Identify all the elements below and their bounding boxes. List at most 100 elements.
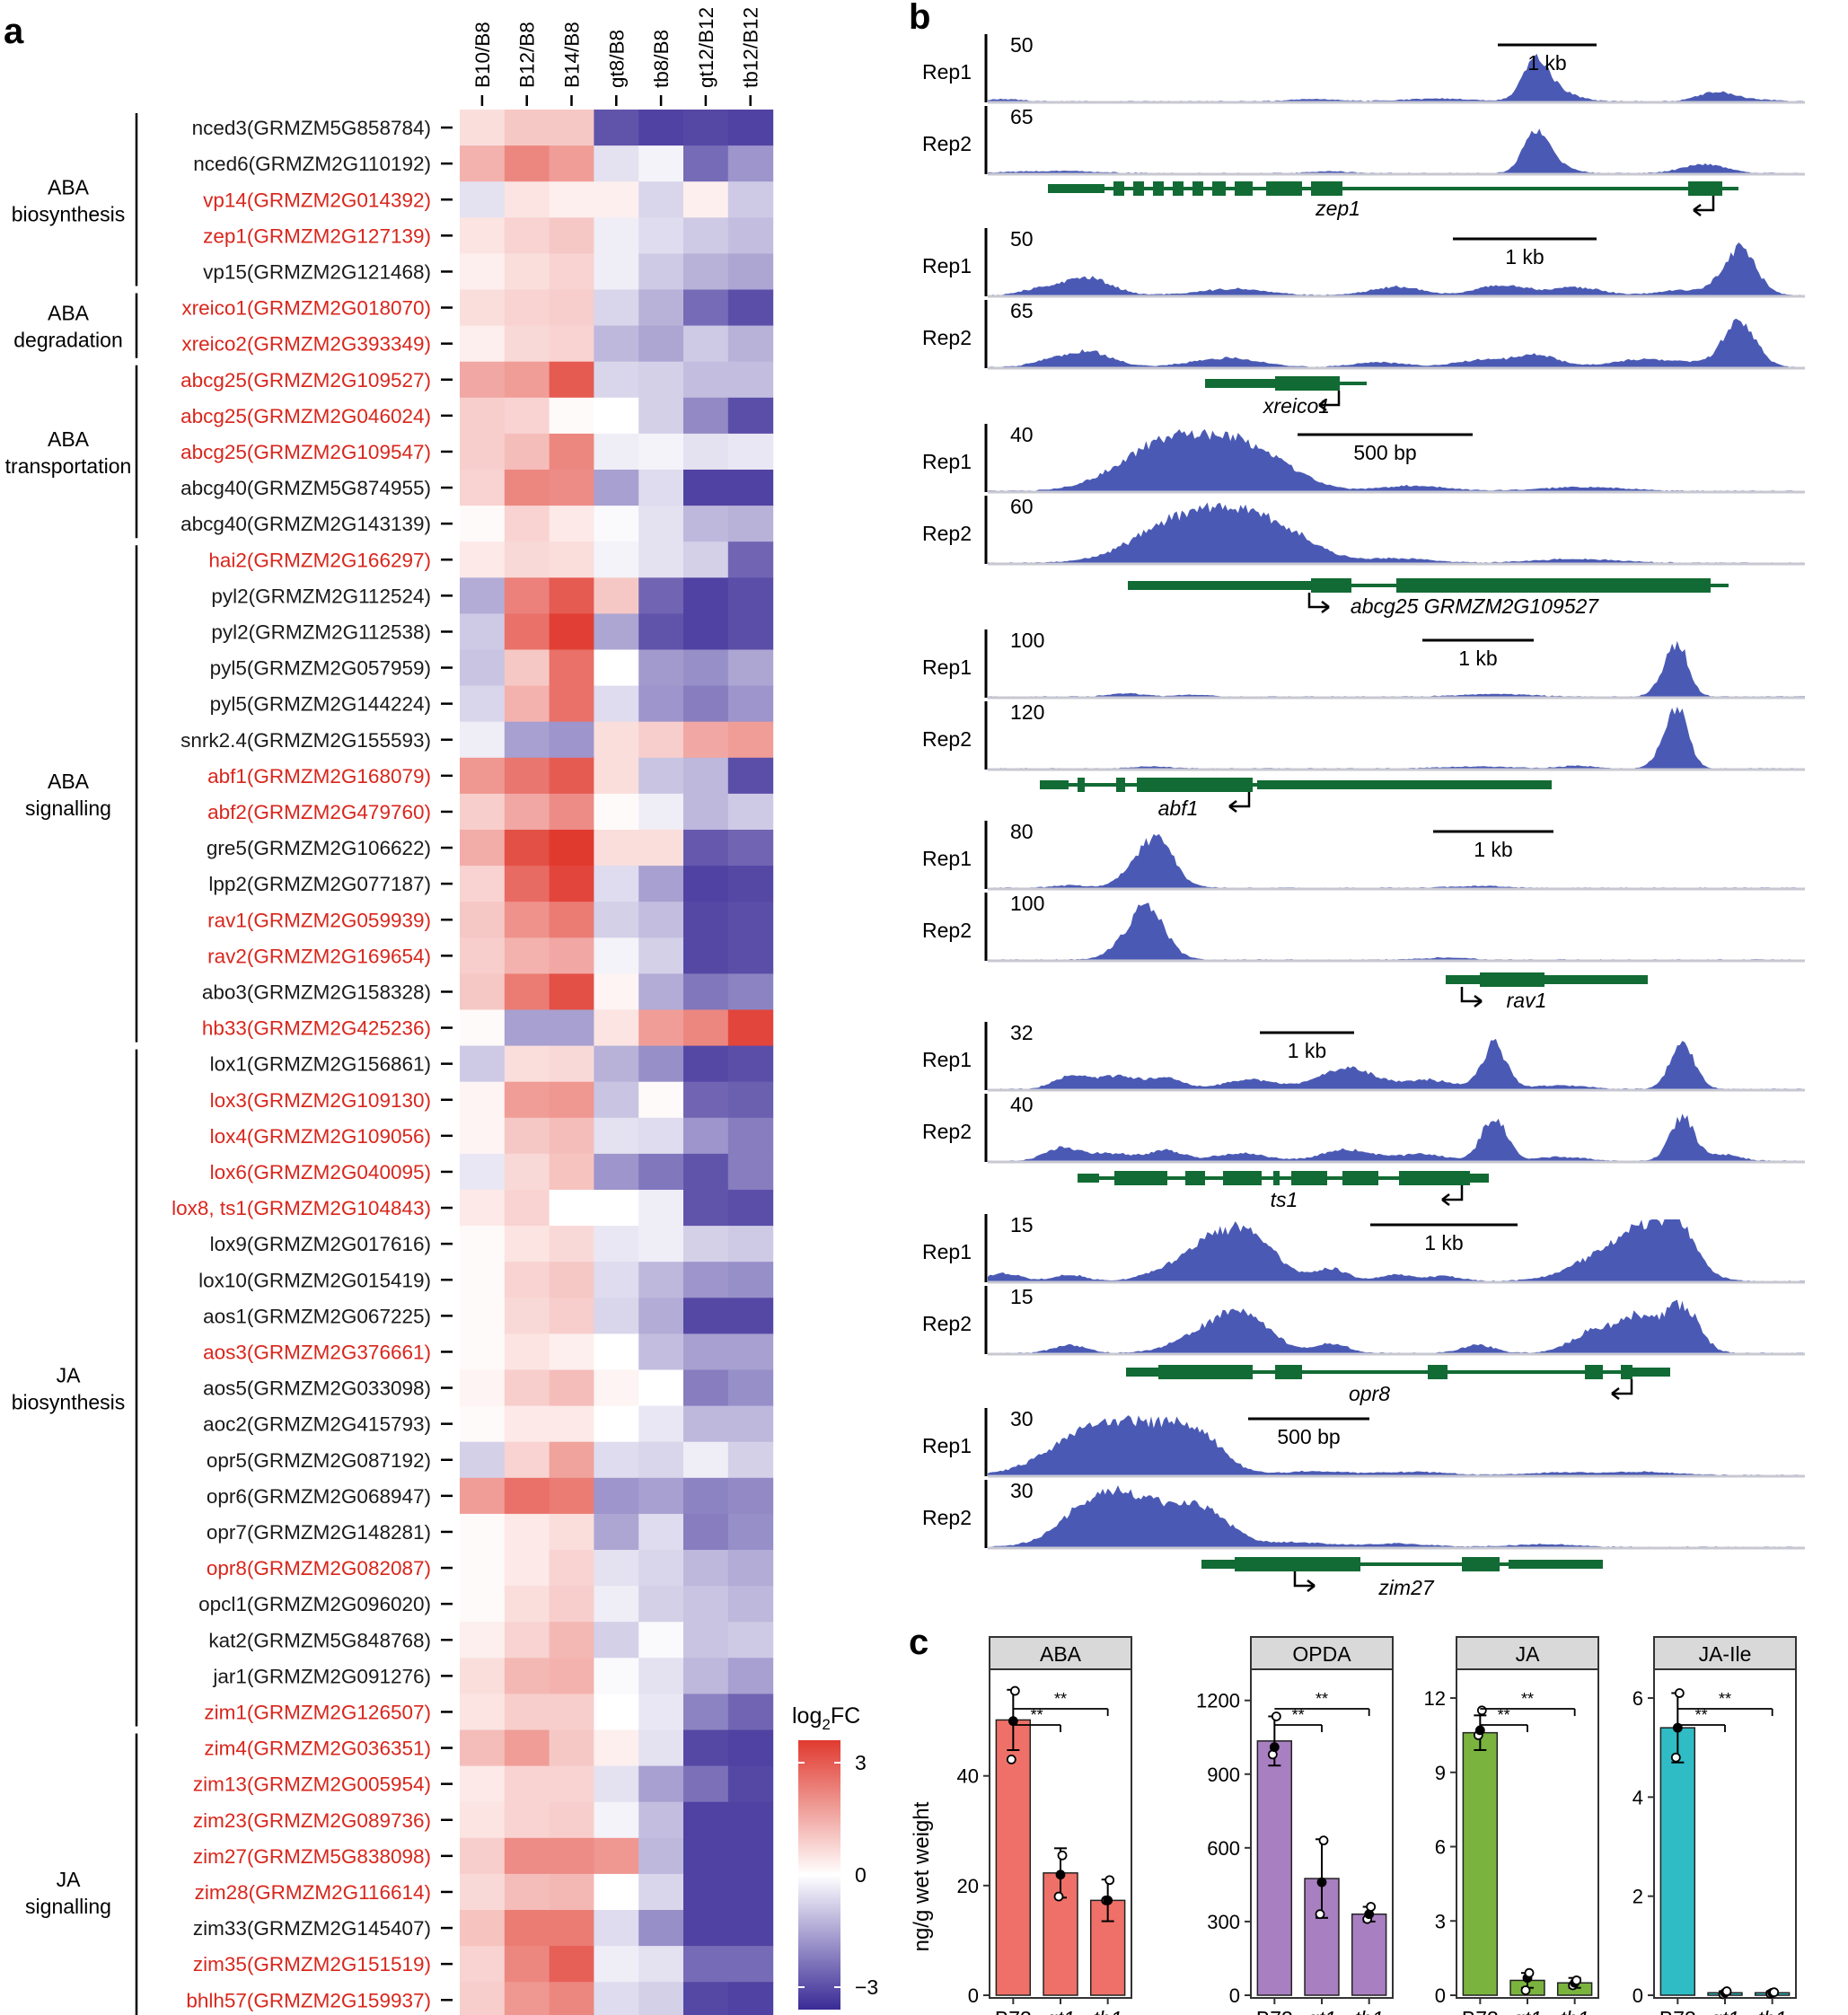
data-point <box>1571 1975 1582 1985</box>
gene-exon <box>1223 1171 1262 1185</box>
heatmap-cell <box>727 506 774 542</box>
data-point <box>1104 1875 1115 1886</box>
heatmap-cell <box>727 1333 774 1371</box>
heatmap-cell <box>638 1190 684 1227</box>
track-ymax-label: 32 <box>1010 1021 1034 1044</box>
group-label: ABA <box>48 175 90 198</box>
heatmap-row-label: rav1(GRMZM2G059939) <box>207 909 431 931</box>
gene-exon <box>1632 1368 1670 1377</box>
heatmap-cell <box>594 1837 639 1875</box>
heatmap-cell <box>594 1729 639 1767</box>
heatmap-cell <box>460 325 506 363</box>
heatmap-cell <box>594 110 639 146</box>
heatmap-cell <box>549 397 594 435</box>
scale-bar-label: 500 bp <box>1277 1425 1340 1448</box>
heatmap-cell <box>727 1658 774 1694</box>
heatmap-cell <box>549 253 594 291</box>
heatmap-cell <box>727 1513 774 1551</box>
heatmap-cell <box>460 1081 506 1119</box>
heatmap-row-label: opr8(GRMZM2G082087) <box>207 1557 431 1579</box>
group-label: degradation <box>13 329 123 352</box>
heatmap-cell <box>638 1262 684 1298</box>
heatmap-cell <box>638 361 684 399</box>
heatmap-cell <box>683 721 729 759</box>
heatmap-cell <box>638 973 684 1011</box>
scale-bar-label: 500 bp <box>1353 441 1416 464</box>
heatmap-cell <box>460 1226 506 1263</box>
heatmap-cell <box>638 1369 684 1407</box>
track-rep-label: Rep2 <box>922 919 972 942</box>
heatmap-cell <box>683 973 729 1011</box>
track-ymax-label: 65 <box>1010 299 1034 322</box>
y-tick-label: 40 <box>957 1765 979 1788</box>
bar <box>1462 1731 1499 1996</box>
heatmap-row-label: jar1(GRMZM2G091276) <box>212 1665 431 1687</box>
heatmap-cell <box>549 577 594 614</box>
heatmap-cell <box>727 721 774 759</box>
track-ymax-label: 60 <box>1010 495 1034 518</box>
heatmap-cell <box>504 397 550 435</box>
heatmap-row-label: xreico1(GRMZM2G018070) <box>181 297 431 320</box>
bar-panel: JA 0 3 6 9 12 B73 gt1 tb1 ** ** <box>1424 1636 1599 2015</box>
heatmap-cell <box>638 937 684 974</box>
heatmap-cell <box>638 1081 684 1119</box>
track-rep-label: Rep2 <box>922 522 972 545</box>
heatmap-cell <box>504 1586 550 1623</box>
heatmap-cell <box>594 973 639 1011</box>
heatmap-row-label: bhlh57(GRMZM2G159937) <box>186 1989 431 2011</box>
heatmap-cell <box>504 793 550 831</box>
track-rep-label: Rep2 <box>922 326 972 349</box>
heatmap-cell <box>638 757 684 795</box>
heatmap-cell <box>683 793 729 831</box>
heatmap-cell <box>504 1190 550 1227</box>
x-tick-label: tb1 <box>1355 2007 1384 2015</box>
heatmap-cell <box>460 1477 506 1515</box>
heatmap-cell <box>549 1009 594 1047</box>
heatmap-row-label: nced3(GRMZM5G858784) <box>192 117 431 139</box>
data-point <box>1008 1716 1018 1727</box>
gene-name-label: abf1 <box>1158 796 1199 820</box>
gene-exon <box>1235 1557 1360 1571</box>
heatmap-cell <box>638 1226 684 1263</box>
heatmap-cell <box>727 613 774 651</box>
heatmap-cell <box>549 757 594 795</box>
x-tick-label: B73 <box>1659 2007 1696 2015</box>
heatmap-cell <box>460 506 506 542</box>
heatmap-cell <box>594 1513 639 1551</box>
heatmap-cell <box>727 110 774 146</box>
heatmap-cell <box>638 793 684 831</box>
heatmap-cell <box>727 325 774 363</box>
data-point <box>1524 1967 1535 1978</box>
heatmap-cell <box>460 1262 506 1298</box>
data-point <box>1316 1877 1327 1887</box>
heatmap-cell <box>460 1658 506 1694</box>
bar-panel: ABA 0 20 40 B73 gt1 tb1 ** ** <box>957 1636 1132 2015</box>
heatmap-cell <box>504 1910 550 1947</box>
data-point <box>1103 1895 1113 1905</box>
heatmap-cell <box>549 289 594 327</box>
bar-y-axis-label: ng/g wet weight <box>910 1801 934 1951</box>
heatmap-cell <box>504 217 550 254</box>
heatmap-cell <box>638 433 684 471</box>
heatmap-row-label: abf1(GRMZM2G168079) <box>207 765 431 788</box>
tss-arrowhead <box>1228 800 1237 813</box>
y-tick-label: 2 <box>1632 1886 1643 1908</box>
heatmap-cell <box>683 397 729 435</box>
data-point <box>1315 1909 1325 1920</box>
scale-bar-label: 1 kb <box>1424 1231 1463 1254</box>
x-tick-label: gt1 <box>1307 2007 1336 2015</box>
significance-label: ** <box>1719 1690 1731 1708</box>
heatmap-row-label: lpp2(GRMZM2G077187) <box>208 873 431 895</box>
heatmap-cell <box>683 649 729 687</box>
heatmap-cell <box>460 1801 506 1839</box>
coverage-area <box>988 318 1805 368</box>
x-tick-label: B73 <box>1256 2007 1293 2015</box>
gene-exon <box>1205 379 1275 388</box>
heatmap-column-label: B14/B8 <box>561 22 584 88</box>
heatmap-cell <box>727 1405 774 1443</box>
heatmap-cell <box>504 110 550 146</box>
heatmap-cell <box>460 1298 506 1334</box>
heatmap-cell <box>727 973 774 1011</box>
heatmap-cell <box>683 1369 729 1407</box>
heatmap-cell <box>638 866 684 902</box>
